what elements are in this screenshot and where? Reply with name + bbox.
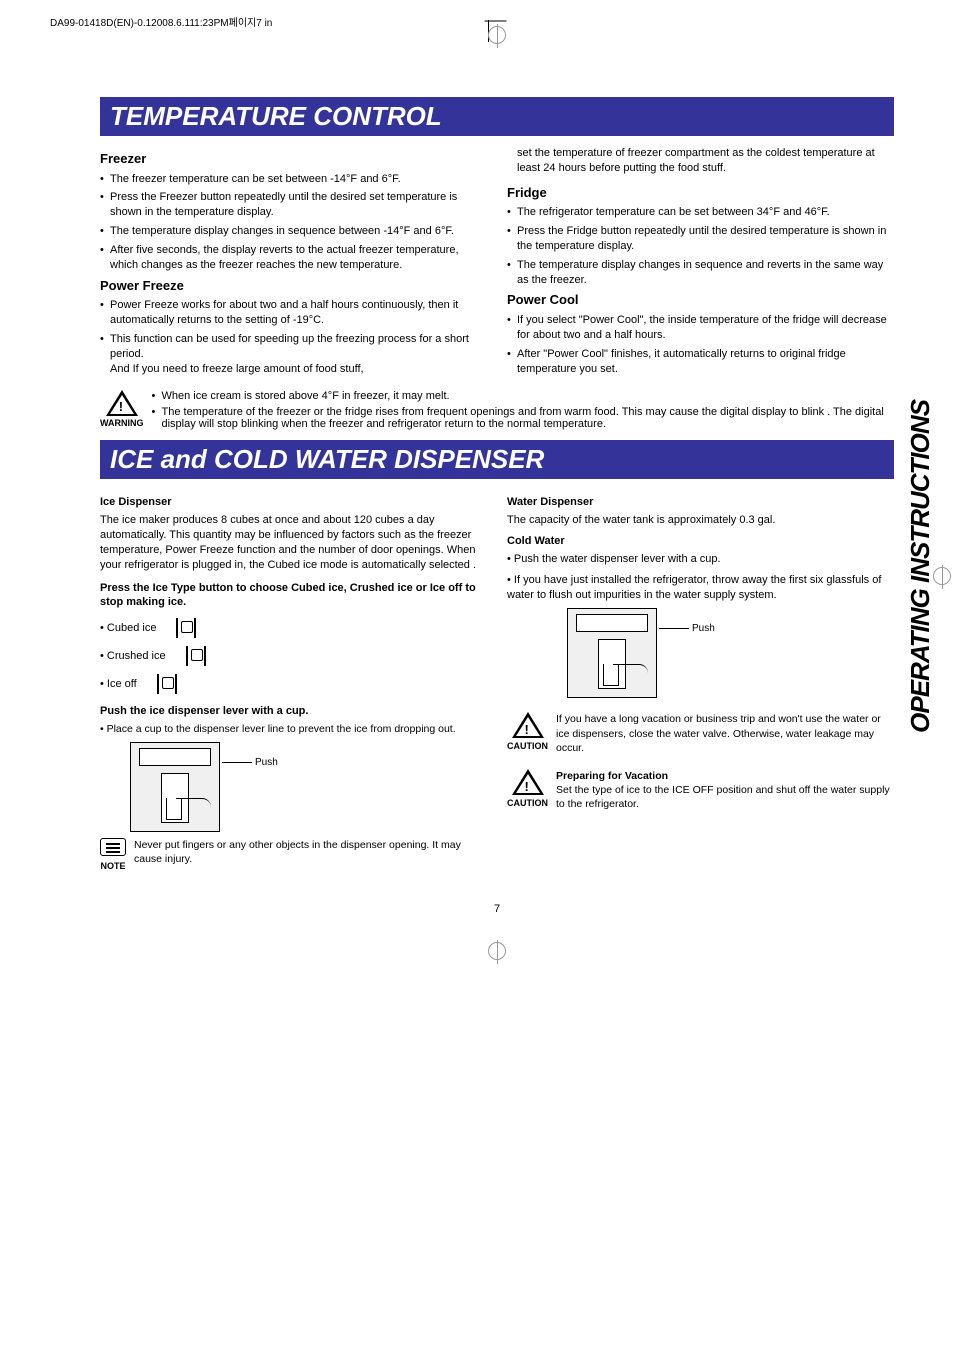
ice-dispenser-text: The ice maker produces 8 cubes at once a… — [100, 513, 487, 572]
caution2-label: CAUTION — [507, 797, 548, 809]
note-icon-wrap: NOTE — [100, 838, 126, 872]
ice-right-col: Water Dispenser The capacity of the wate… — [507, 489, 894, 872]
fridge-b1: The refrigerator temperature can be set … — [507, 205, 894, 220]
page-number: 7 — [100, 903, 894, 915]
crushed-ice-icon — [186, 646, 206, 666]
push-lever-p: Place a cup to the dispenser lever line … — [107, 723, 456, 735]
temperature-columns: Freezer The freezer temperature can be s… — [100, 146, 894, 380]
vacation-block: Preparing for Vacation Set the type of i… — [556, 769, 894, 812]
pcool-b1: If you select "Power Cool", the inside t… — [507, 313, 894, 343]
caution-row-2: ! CAUTION Preparing for Vacation Set the… — [507, 769, 894, 812]
note-label: NOTE — [100, 860, 126, 872]
ice-opt3-label: Ice off — [107, 678, 137, 690]
warning-icon-wrap: ! WARNING — [100, 390, 144, 434]
cw-b1-text: Push the water dispenser lever with a cu… — [514, 553, 721, 565]
ice-left-col: Ice Dispenser The ice maker produces 8 c… — [100, 489, 487, 872]
freezer-b4: After five seconds, the display reverts … — [100, 243, 487, 273]
power-cool-bullets: If you select "Power Cool", the inside t… — [507, 313, 894, 376]
freezer-heading: Freezer — [100, 150, 487, 168]
temp-left-col: Freezer The freezer temperature can be s… — [100, 146, 487, 380]
caution1-label: CAUTION — [507, 740, 548, 752]
push-label-1: Push — [255, 756, 278, 770]
side-tab-label: OPERATING INSTRUCTIONS — [905, 400, 936, 733]
water-dispenser-text: The capacity of the water tank is approx… — [507, 513, 894, 528]
caution2-icon: ! — [512, 769, 544, 795]
power-freeze-heading: Power Freeze — [100, 277, 487, 295]
warn-b2: The temperature of the freezer or the fr… — [152, 406, 895, 430]
pfreeze-b2b-text: And If you need to freeze large amount o… — [110, 363, 364, 375]
ice-opt1-label: Cubed ice — [107, 622, 157, 634]
caution-row-1: ! CAUTION If you have a long vacation or… — [507, 712, 894, 755]
warning-bullets: When ice cream is stored above 4°F in fr… — [152, 390, 895, 434]
fridge-bullets: The refrigerator temperature can be set … — [507, 205, 894, 287]
pfreeze-b1: Power Freeze works for about two and a h… — [100, 298, 487, 328]
ice-opt-off: Ice off — [100, 674, 487, 694]
cubed-ice-icon — [176, 618, 196, 638]
warn-b1: When ice cream is stored above 4°F in fr… — [152, 390, 895, 402]
note-icon — [100, 838, 126, 856]
warning-icon: ! — [106, 390, 138, 416]
crop-mark-bottom — [100, 945, 894, 963]
power-cool-heading: Power Cool — [507, 291, 894, 309]
power-freeze-bullets: Power Freeze works for about two and a h… — [100, 298, 487, 376]
ice-opt-crushed: Crushed ice — [100, 646, 487, 666]
section-title-ice: ICE and COLD WATER DISPENSER — [100, 440, 894, 479]
pcool-b2: After "Power Cool" finishes, it automati… — [507, 347, 894, 377]
ice-opt-cubed: Cubed ice — [100, 618, 487, 638]
fridge-b2: Press the Fridge button repeatedly until… — [507, 224, 894, 254]
warning-label: WARNING — [100, 418, 144, 428]
water-dispenser-figure: Push — [567, 608, 687, 698]
pfreeze-continuation: set the temperature of freezer compartme… — [507, 146, 894, 176]
ice-type-heading: Press the Ice Type button to choose Cube… — [100, 581, 487, 611]
cold-water-b1: • Push the water dispenser lever with a … — [507, 552, 894, 567]
note-row: NOTE Never put fingers or any other obje… — [100, 838, 487, 872]
doc-header-code: DA99-01418D(EN)-0.12008.6.111:23PM페이지7 i… — [50, 14, 272, 29]
pfreeze-b2-text: This function can be used for speeding u… — [110, 333, 469, 360]
ice-columns: Ice Dispenser The ice maker produces 8 c… — [100, 489, 894, 872]
freezer-bullets: The freezer temperature can be set betwe… — [100, 172, 487, 273]
cold-water-b2: • If you have just installed the refrige… — [507, 573, 894, 603]
vacation-heading: Preparing for Vacation — [556, 769, 894, 783]
ice-off-icon — [157, 674, 177, 694]
caution1-icon: ! — [512, 712, 544, 738]
pfreeze-b2: This function can be used for speeding u… — [100, 332, 487, 377]
freezer-b3: The temperature display changes in seque… — [100, 224, 487, 239]
fridge-b3: The temperature display changes in seque… — [507, 258, 894, 288]
temp-right-col: set the temperature of freezer compartme… — [507, 146, 894, 380]
push-lever-text: • Place a cup to the dispenser lever lin… — [100, 722, 487, 736]
vacation-text: Set the type of ice to the ICE OFF posit… — [556, 783, 894, 811]
cw-b2-text: If you have just installed the refrigera… — [507, 574, 881, 601]
fridge-heading: Fridge — [507, 184, 894, 202]
ice-dispenser-figure: Push — [130, 742, 250, 832]
cold-water-heading: Cold Water — [507, 534, 894, 549]
freezer-b2: Press the Freezer button repeatedly unti… — [100, 190, 487, 220]
crop-mark-right — [934, 570, 950, 588]
caution1-text: If you have a long vacation or business … — [556, 712, 894, 755]
freezer-b1: The freezer temperature can be set betwe… — [100, 172, 487, 187]
ice-opt2-label: Crushed ice — [107, 650, 166, 662]
note-text: Never put fingers or any other objects i… — [134, 838, 487, 866]
push-label-2: Push — [692, 622, 715, 636]
section-title-temperature: TEMPERATURE CONTROL — [100, 97, 894, 136]
ice-options-list: Cubed ice Crushed ice Ice off — [100, 618, 487, 694]
caution2-icon-wrap: ! CAUTION — [507, 769, 548, 809]
caution1-icon-wrap: ! CAUTION — [507, 712, 548, 752]
warning-block: ! WARNING When ice cream is stored above… — [100, 390, 894, 434]
push-lever-heading: Push the ice dispenser lever with a cup. — [100, 704, 487, 719]
water-dispenser-heading: Water Dispenser — [507, 495, 894, 510]
ice-dispenser-heading: Ice Dispenser — [100, 495, 487, 510]
